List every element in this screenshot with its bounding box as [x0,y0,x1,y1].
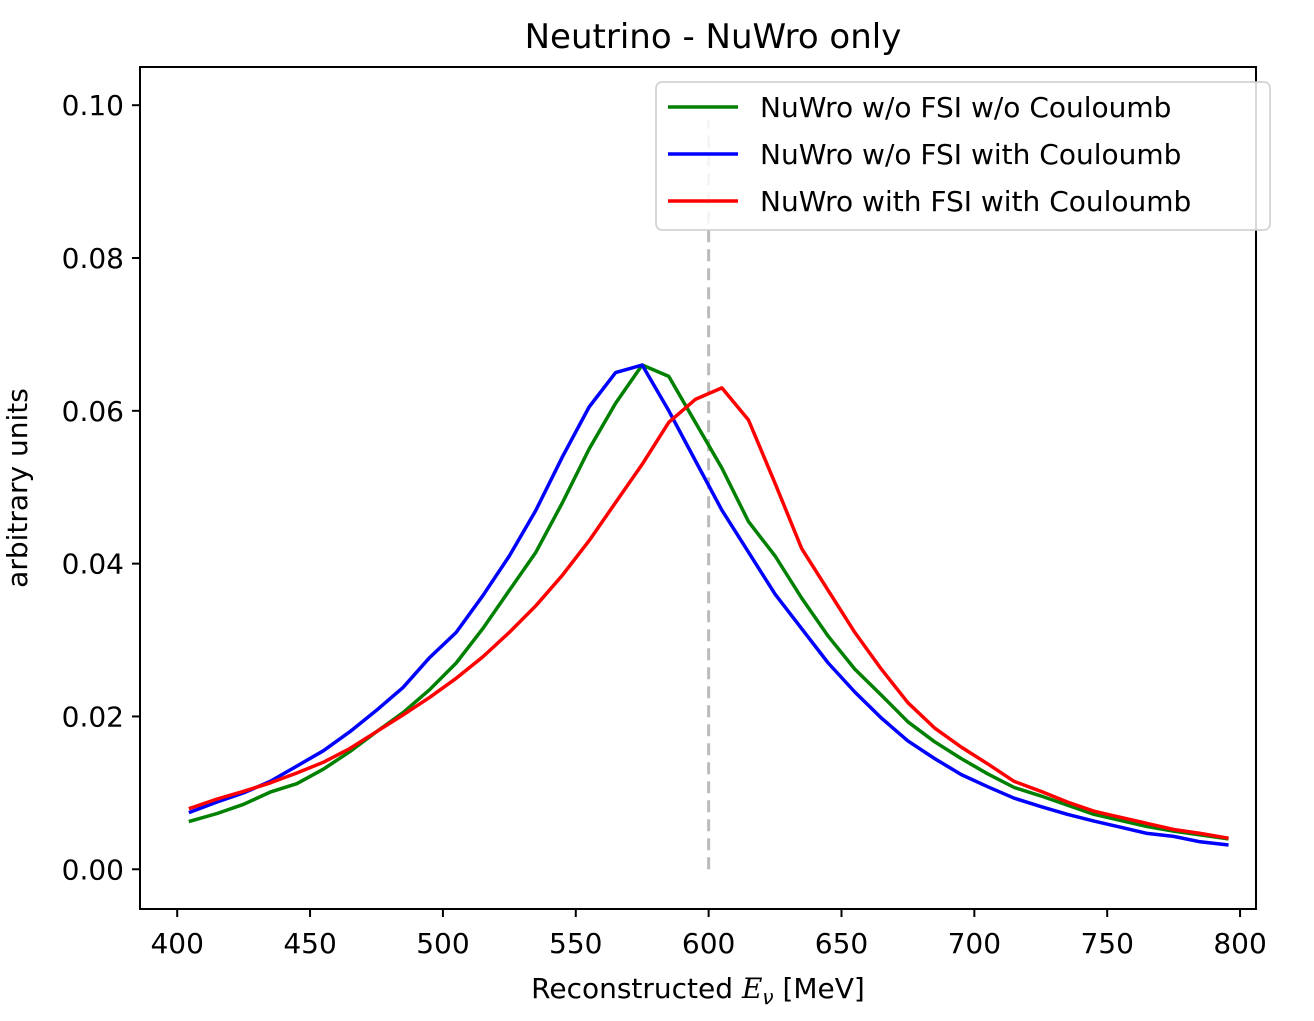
y-tick-label: 0.06 [62,395,124,428]
legend-label-1: NuWro w/o FSI w/o Couloumb [760,91,1171,124]
x-tick-label: 750 [1080,927,1133,960]
x-tick-label: 550 [549,927,602,960]
x-tick-label: 450 [283,927,336,960]
legend-label-2: NuWro w/o FSI with Couloumb [760,138,1181,171]
y-tick-label: 0.04 [62,548,124,581]
x-axis-label-subscript: ν [762,985,773,1009]
y-tick-label: 0.08 [62,242,124,275]
x-tick-label: 800 [1213,927,1266,960]
legend: NuWro w/o FSI w/o Couloumb NuWro w/o FSI … [655,81,1271,231]
x-axis-label-variable: E [741,972,762,1005]
x-tick-label: 600 [682,927,735,960]
y-axis-label: arbitrary units [1,388,34,588]
x-tick-label: 500 [416,927,469,960]
axes-frame [139,66,1257,910]
x-tick-label: 400 [150,927,203,960]
series-line-3 [188,386,1229,840]
y-axis: 0.00 0.02 0.04 0.06 0.08 0.10 [62,89,140,886]
legend-label-3: NuWro with FSI with Couloumb [760,185,1191,218]
x-axis-label: Reconstructed Eν [MeV] [531,972,865,1009]
plot-area [188,120,1229,870]
chart-title: Neutrino - NuWro only [525,17,902,57]
x-axis: 400 450 500 550 600 650 700 750 800 [150,909,1267,960]
x-axis-label-suffix: [MeV] [774,972,865,1005]
series-line-2 [188,363,1229,847]
y-tick-label: 0.02 [62,700,124,733]
x-tick-label: 650 [815,927,868,960]
legend-box [655,81,1271,231]
x-axis-label-prefix: Reconstructed [531,972,742,1005]
y-tick-label: 0.10 [62,89,124,122]
y-tick-label: 0.00 [62,853,124,886]
x-tick-label: 700 [948,927,1001,960]
